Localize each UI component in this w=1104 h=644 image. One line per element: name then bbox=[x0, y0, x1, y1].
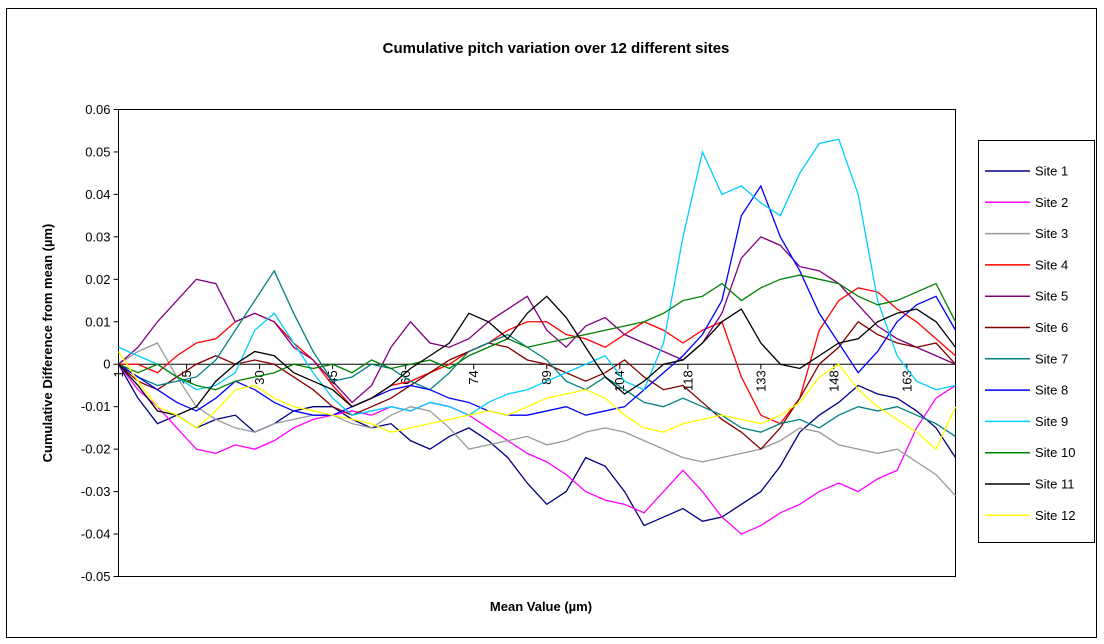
x-tick-label: 148 bbox=[826, 370, 841, 392]
x-tick-label: 163 bbox=[899, 370, 914, 392]
plot-area bbox=[118, 109, 956, 577]
series-line bbox=[118, 342, 956, 497]
x-tick-label: 1 bbox=[111, 370, 126, 377]
y-tick-label: 0.04 bbox=[85, 187, 110, 202]
legend-box bbox=[978, 140, 1095, 543]
legend-label: Site 1 bbox=[1035, 164, 1068, 179]
x-tick-label: 118 bbox=[680, 370, 695, 391]
series-line bbox=[117, 363, 956, 535]
x-axis-title: Mean Value (µm) bbox=[490, 599, 592, 614]
y-tick-label: 0.02 bbox=[85, 272, 110, 287]
legend-label: Site 12 bbox=[1035, 508, 1075, 523]
y-tick-label: -0.04 bbox=[81, 527, 111, 542]
y-tick-label: 0.06 bbox=[85, 102, 110, 117]
y-tick-label: -0.05 bbox=[81, 569, 111, 584]
series-line bbox=[118, 184, 957, 416]
y-tick-label: 0.01 bbox=[85, 314, 110, 329]
series-line bbox=[118, 320, 956, 451]
x-tick-label: 74 bbox=[466, 370, 481, 384]
legend-label: Site 3 bbox=[1035, 226, 1068, 241]
series-line bbox=[118, 236, 956, 404]
legend-label: Site 7 bbox=[1035, 351, 1068, 366]
legend-label: Site 4 bbox=[1035, 257, 1068, 272]
legend-label: Site 6 bbox=[1035, 320, 1068, 335]
legend-label: Site 2 bbox=[1035, 195, 1068, 210]
legend-label: Site 9 bbox=[1035, 414, 1068, 429]
x-tick-label: 89 bbox=[539, 370, 554, 384]
y-tick-label: -0.03 bbox=[81, 484, 111, 499]
chart-title: Cumulative pitch variation over 12 diffe… bbox=[383, 40, 730, 57]
y-tick-label: -0.02 bbox=[81, 442, 111, 457]
y-tick-label: 0.03 bbox=[85, 229, 110, 244]
x-tick-label: 30 bbox=[252, 370, 267, 384]
x-tick-label: 133 bbox=[753, 370, 768, 392]
legend-label: Site 11 bbox=[1035, 477, 1075, 492]
legend-label: Site 8 bbox=[1035, 383, 1068, 398]
y-tick-label: -0.01 bbox=[81, 399, 111, 414]
y-axis-title: Cumulative Difference from mean (µm) bbox=[40, 224, 55, 463]
series-line bbox=[118, 274, 957, 391]
series-line bbox=[117, 351, 957, 451]
legend-label: Site 10 bbox=[1035, 445, 1075, 460]
series-line bbox=[118, 269, 956, 437]
series-line bbox=[118, 138, 956, 416]
legend-label: Site 5 bbox=[1035, 289, 1068, 304]
series-line bbox=[118, 295, 957, 416]
y-tick-label: 0.05 bbox=[85, 144, 110, 159]
y-tick-label: 0 bbox=[103, 357, 110, 372]
